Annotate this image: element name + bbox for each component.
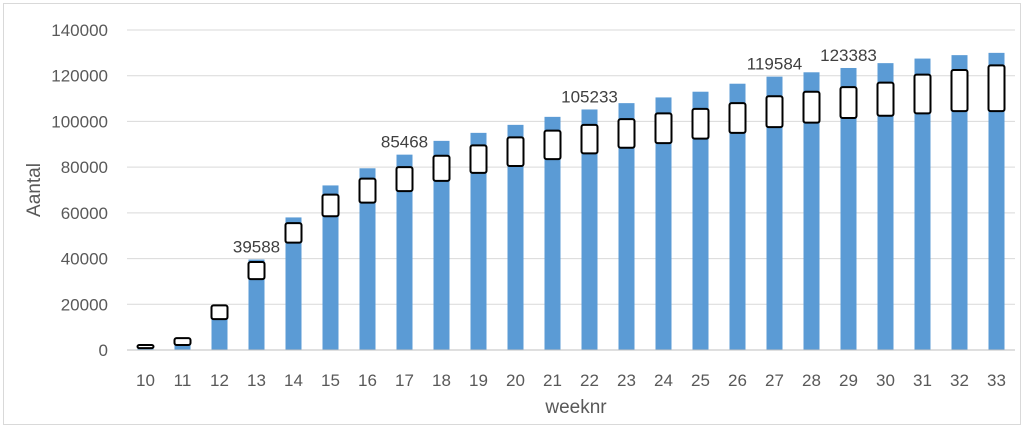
x-tick-label: 33 xyxy=(987,371,1006,390)
x-axis-title: weeknr xyxy=(544,397,607,418)
x-tick-label: 15 xyxy=(321,371,340,390)
x-tick-label: 31 xyxy=(913,371,932,390)
interval-box xyxy=(136,343,155,350)
bar xyxy=(174,342,191,350)
y-tick-label: 80000 xyxy=(61,158,108,177)
interval-box xyxy=(173,337,192,346)
interval-box xyxy=(765,95,784,129)
bar xyxy=(581,109,598,350)
bar xyxy=(433,140,450,350)
interval-box xyxy=(802,90,821,124)
bar xyxy=(285,217,302,350)
bar xyxy=(322,185,339,350)
bar xyxy=(470,132,487,350)
x-tick-label: 14 xyxy=(284,371,303,390)
x-tick-label: 23 xyxy=(617,371,636,390)
bar xyxy=(803,72,820,351)
bar xyxy=(729,83,746,350)
interval-box xyxy=(543,129,562,161)
interval-box xyxy=(654,112,673,145)
interval-box xyxy=(284,222,303,244)
x-tick-label: 26 xyxy=(728,371,747,390)
interval-box xyxy=(950,69,969,113)
x-tick-label: 28 xyxy=(802,371,821,390)
y-axis-title: Aantal xyxy=(24,163,45,217)
interval-box xyxy=(321,193,340,218)
bar xyxy=(877,63,894,351)
interval-box xyxy=(432,154,451,182)
interval-box xyxy=(469,144,488,174)
interval-box xyxy=(247,261,266,281)
bar xyxy=(507,124,524,350)
x-tick-label: 29 xyxy=(839,371,858,390)
x-tick-label: 10 xyxy=(136,371,155,390)
interval-box xyxy=(210,304,229,321)
x-tick-label: 17 xyxy=(395,371,414,390)
y-axis-ticks: 0 20000 40000 60000 80000 100000 120000 140000 xyxy=(51,21,108,360)
x-tick-label: 12 xyxy=(210,371,229,390)
bar xyxy=(766,76,783,350)
y-tick-label: 40000 xyxy=(61,250,108,269)
interval-box xyxy=(395,166,414,193)
data-label: 123383 xyxy=(820,46,877,65)
data-label: 85468 xyxy=(381,133,428,152)
y-tick-label: 0 xyxy=(99,341,108,360)
data-label: 39588 xyxy=(233,238,280,257)
x-tick-label: 18 xyxy=(432,371,451,390)
bar xyxy=(914,58,931,350)
x-tick-label: 13 xyxy=(247,371,266,390)
bar xyxy=(248,259,265,350)
bar xyxy=(544,116,561,350)
interval-box xyxy=(358,177,377,204)
x-tick-label: 20 xyxy=(506,371,525,390)
x-tick-label: 22 xyxy=(580,371,599,390)
bar xyxy=(988,52,1005,350)
interval-box xyxy=(913,73,932,115)
data-label: 119584 xyxy=(747,55,802,74)
y-tick-label: 120000 xyxy=(51,67,108,86)
y-tick-label: 20000 xyxy=(61,295,108,314)
interval-box xyxy=(580,123,599,155)
chart-frame xyxy=(3,3,1021,425)
x-axis-ticks: 10 11 12 13 14 15 16 17 18 19 20 21 22 23 24 25 26 27 28 29… xyxy=(136,371,1006,390)
x-tick-label: 25 xyxy=(691,371,710,390)
gridlines xyxy=(127,29,1015,305)
x-tick-label: 16 xyxy=(358,371,377,390)
bar xyxy=(655,97,672,350)
interval-box xyxy=(617,118,636,149)
data-labels: 39588 85468 105233 119584 123383 xyxy=(233,46,877,257)
x-tick-label: 11 xyxy=(174,371,192,390)
y-tick-label: 140000 xyxy=(51,21,108,40)
interval-boxes xyxy=(136,64,1006,350)
bar xyxy=(618,103,635,351)
data-label: 105233 xyxy=(561,87,618,106)
bar xyxy=(951,55,968,351)
interval-box xyxy=(987,64,1006,113)
bar xyxy=(359,168,376,350)
bars xyxy=(137,52,1005,351)
x-tick-label: 19 xyxy=(469,371,488,390)
bar xyxy=(840,67,857,350)
x-tick-label: 30 xyxy=(876,371,895,390)
x-tick-label: 24 xyxy=(654,371,673,390)
x-tick-label: 32 xyxy=(950,371,969,390)
interval-box xyxy=(839,86,858,120)
y-tick-label: 60000 xyxy=(61,204,108,223)
interval-box xyxy=(506,136,525,168)
y-tick-label: 100000 xyxy=(51,112,108,131)
interval-box xyxy=(728,102,747,134)
bar xyxy=(396,154,413,350)
x-tick-label: 21 xyxy=(543,371,562,390)
interval-box xyxy=(876,81,895,117)
interval-box xyxy=(691,107,710,140)
bar xyxy=(692,91,709,350)
x-tick-label: 27 xyxy=(765,371,784,390)
